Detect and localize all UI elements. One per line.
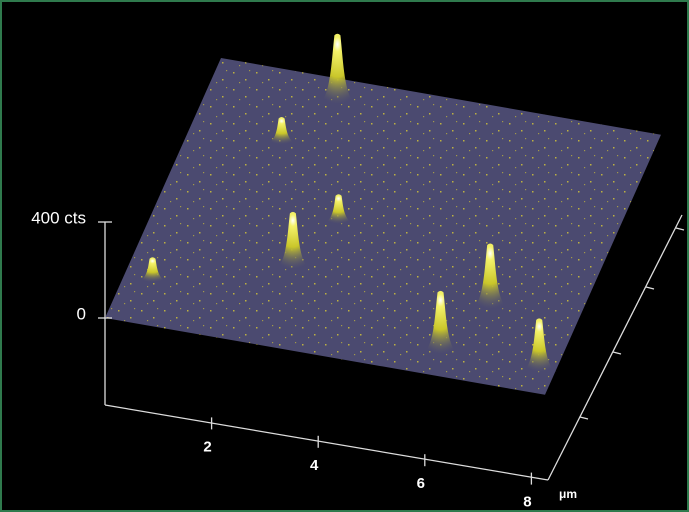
x-tick-label: 2 <box>203 438 211 455</box>
page: μm 0400 cts2468 (() => { const data = JS… <box>0 0 689 512</box>
chart: μm 0 400 cts 2 4 6 8 <box>0 0 689 512</box>
x-axis-label: μm <box>559 487 577 501</box>
z-tick-label: 400 cts <box>31 208 86 227</box>
x-tick-label: 4 <box>310 457 319 474</box>
x-tick-label: 8 <box>523 494 531 511</box>
z-tick-label: 0 <box>77 304 86 323</box>
x-tick-label: 6 <box>417 475 425 492</box>
